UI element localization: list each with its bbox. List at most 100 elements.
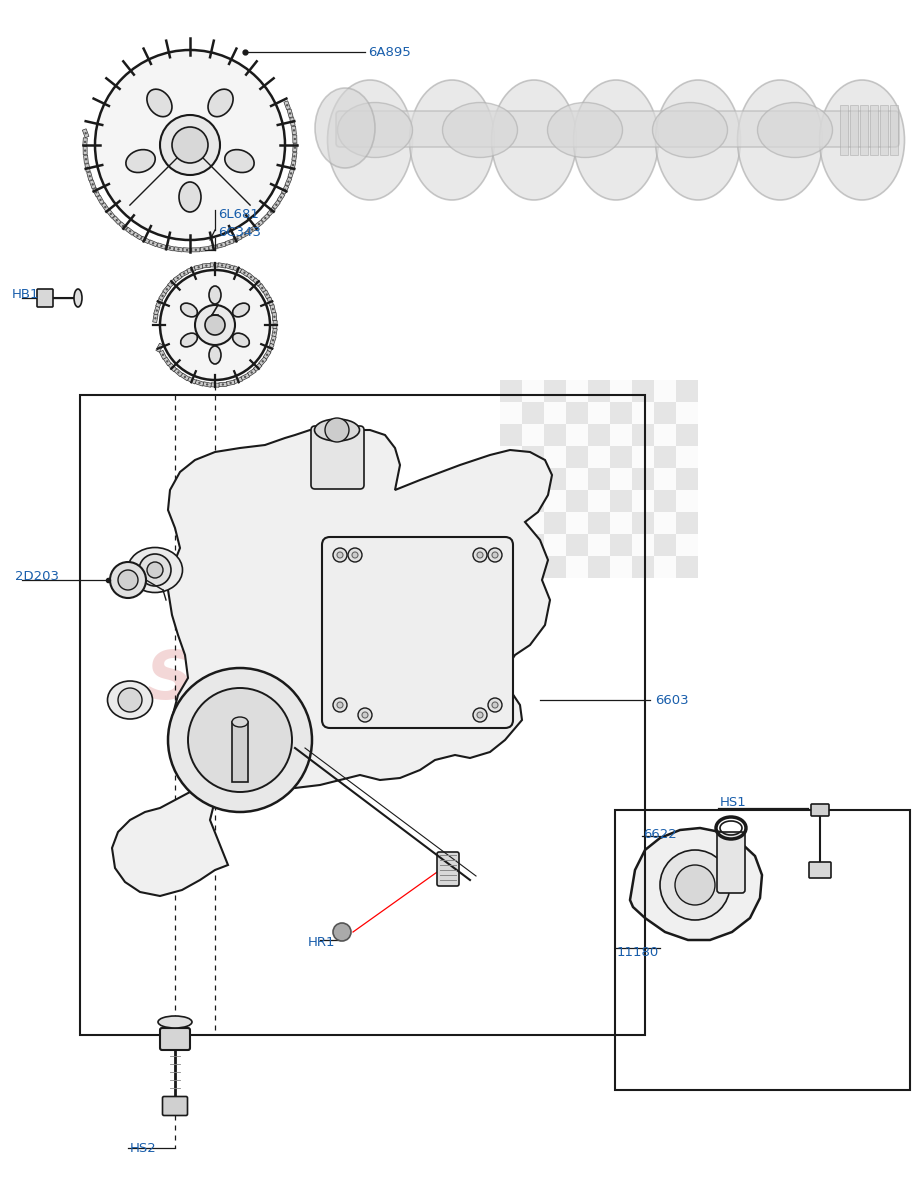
Circle shape (190, 269, 193, 271)
Bar (632, 468, 654, 490)
Circle shape (243, 233, 246, 235)
Bar (610, 446, 632, 468)
Ellipse shape (232, 304, 249, 317)
Circle shape (279, 196, 282, 198)
Bar (860, 104, 868, 155)
Ellipse shape (147, 89, 172, 116)
Bar (148, 240, 158, 247)
Circle shape (203, 248, 206, 251)
Bar (676, 490, 698, 512)
Circle shape (198, 382, 201, 384)
Ellipse shape (653, 102, 727, 157)
Circle shape (147, 562, 163, 578)
Circle shape (195, 248, 197, 251)
Bar (267, 343, 274, 352)
Bar (200, 247, 208, 251)
Bar (192, 247, 200, 252)
Circle shape (256, 366, 259, 368)
Bar (272, 328, 278, 337)
Bar (163, 356, 171, 366)
Bar (610, 534, 632, 556)
Bar (133, 232, 142, 240)
Bar (522, 512, 544, 534)
Circle shape (492, 552, 498, 558)
Bar (610, 424, 632, 446)
Ellipse shape (179, 182, 201, 212)
Bar (254, 220, 264, 228)
Bar (89, 180, 96, 188)
Circle shape (186, 248, 188, 251)
Bar (654, 512, 676, 534)
Text: 6603: 6603 (655, 694, 689, 707)
Circle shape (160, 270, 270, 380)
Bar (676, 556, 698, 578)
Bar (270, 305, 276, 313)
Text: HR1: HR1 (308, 936, 336, 948)
Bar (588, 556, 610, 578)
Circle shape (293, 155, 296, 157)
Bar (610, 512, 632, 534)
Bar (291, 126, 296, 134)
Bar (195, 264, 203, 270)
Circle shape (293, 138, 296, 140)
Circle shape (488, 548, 502, 562)
Circle shape (144, 239, 147, 241)
Circle shape (212, 246, 214, 248)
Ellipse shape (209, 346, 221, 364)
Bar (632, 424, 654, 446)
Bar (247, 272, 255, 281)
Bar (156, 343, 163, 352)
Bar (544, 380, 566, 402)
Ellipse shape (573, 80, 658, 200)
Bar (588, 446, 610, 468)
Bar (160, 350, 167, 359)
Circle shape (104, 206, 107, 209)
FancyBboxPatch shape (437, 852, 459, 886)
Bar (654, 490, 676, 512)
Bar (187, 377, 196, 384)
Bar (284, 101, 290, 109)
Circle shape (262, 360, 264, 362)
Text: HS2: HS2 (130, 1141, 157, 1154)
Bar (159, 292, 166, 300)
Circle shape (348, 548, 362, 562)
Bar (522, 556, 544, 578)
Bar (522, 468, 544, 490)
Bar (840, 104, 848, 155)
Bar (93, 188, 100, 197)
Bar (500, 380, 522, 402)
Bar (610, 490, 632, 512)
Bar (632, 490, 654, 512)
Circle shape (84, 149, 87, 151)
Ellipse shape (232, 334, 249, 347)
FancyBboxPatch shape (311, 426, 364, 490)
Ellipse shape (548, 102, 622, 157)
Circle shape (221, 264, 223, 266)
Bar (566, 512, 588, 534)
Circle shape (229, 241, 230, 244)
Ellipse shape (820, 80, 904, 200)
Bar (850, 104, 858, 155)
Text: 11180: 11180 (617, 946, 659, 959)
Circle shape (188, 688, 292, 792)
Bar (169, 362, 177, 372)
Bar (85, 163, 90, 172)
Bar (84, 155, 89, 163)
Circle shape (115, 218, 118, 221)
Circle shape (152, 242, 154, 245)
Bar (544, 446, 566, 468)
Circle shape (292, 163, 294, 166)
Bar (278, 193, 285, 202)
Circle shape (236, 268, 239, 270)
Bar (241, 230, 250, 238)
Bar (83, 146, 88, 155)
Bar (632, 446, 654, 468)
Bar (870, 104, 878, 155)
Ellipse shape (315, 88, 375, 168)
Bar (522, 402, 544, 424)
Circle shape (197, 266, 200, 269)
Bar (226, 380, 235, 385)
Bar (281, 185, 289, 194)
Circle shape (250, 276, 253, 278)
Bar (290, 118, 295, 126)
